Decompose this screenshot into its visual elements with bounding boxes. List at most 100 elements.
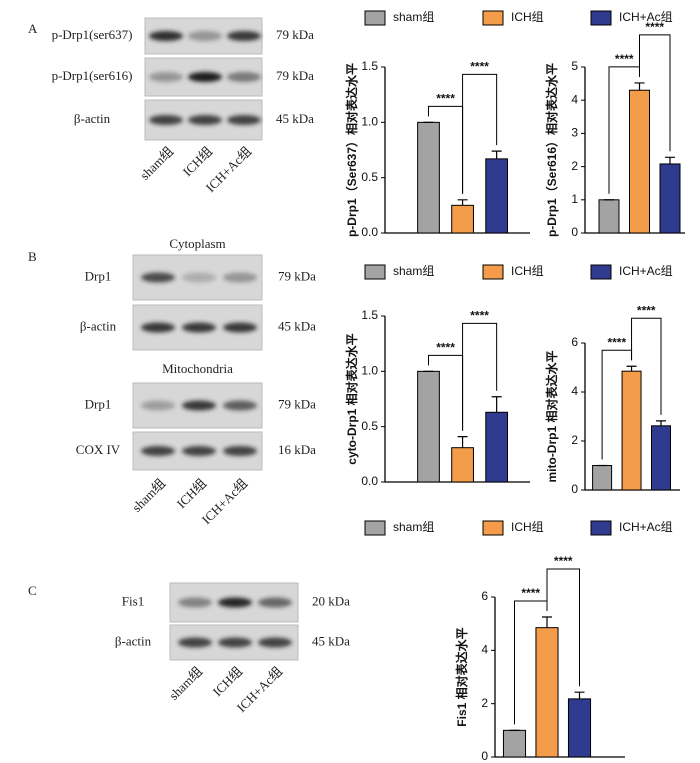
blot-band	[182, 272, 216, 283]
y-tick-label: 1.0	[361, 364, 378, 378]
legend-swatch	[482, 10, 504, 26]
legend-swatch	[482, 264, 504, 280]
blot-size-label: 79 kDa	[278, 268, 316, 283]
y-axis-title: cyto-Drp1 相对表达水平	[344, 333, 359, 464]
legend-label: sham组	[393, 10, 434, 24]
y-tick-label: 4	[571, 92, 578, 106]
lane-label: ICH+Ac组	[199, 476, 251, 528]
blot-band	[141, 272, 175, 283]
lane-label: ICH组	[174, 476, 210, 512]
blot-band	[258, 637, 292, 648]
error-bar	[457, 199, 468, 206]
legend-swatch	[590, 10, 612, 26]
bar	[567, 698, 592, 758]
y-tick-label: 6	[481, 589, 488, 603]
significance-bracket	[631, 317, 662, 415]
y-tick-label: 0.5	[361, 170, 378, 184]
error-bar	[574, 691, 585, 699]
panel-label: A	[28, 21, 38, 36]
blot-size-label: 20 kDa	[312, 593, 350, 608]
blot-size-label: 45 kDa	[278, 318, 316, 333]
legend-label: ICH+Ac组	[619, 10, 673, 24]
blot-band	[188, 72, 222, 82]
bar	[535, 627, 559, 758]
legend-swatch	[590, 264, 612, 280]
significance-bracket	[546, 568, 580, 687]
y-tick-label: 0	[571, 225, 578, 239]
bar	[451, 447, 474, 483]
y-tick-label: 0.0	[361, 225, 378, 239]
significance-bracket	[462, 73, 498, 194]
y-tick-label: 3	[571, 126, 578, 140]
legend-label: ICH+Ac组	[619, 520, 673, 534]
blot-band	[223, 400, 257, 411]
bar	[451, 204, 474, 234]
blot-band	[258, 597, 292, 608]
blot-row-label: Fis1	[122, 593, 144, 608]
blot-row-label: β-actin	[74, 111, 111, 126]
significance-label: ****	[615, 52, 634, 66]
bar	[417, 370, 440, 483]
lane-label: ICH组	[210, 664, 246, 700]
blot-group-title: Cytoplasm	[169, 236, 225, 251]
y-tick-label: 1	[571, 192, 578, 206]
error-bar	[491, 396, 502, 413]
blot-band	[182, 322, 216, 333]
blot-group-title: Mitochondria	[162, 361, 233, 376]
blot-band	[178, 597, 212, 608]
bar	[485, 158, 509, 234]
y-axis-title: p-Drp1（Ser637）相对表达水平	[344, 63, 359, 237]
legend-swatch	[590, 520, 612, 536]
legend-swatch	[482, 520, 504, 536]
blot-band	[227, 115, 261, 125]
legend-swatch	[364, 264, 386, 280]
y-tick-label: 1.5	[361, 59, 378, 73]
y-tick-label: 6	[571, 335, 578, 349]
bar	[592, 465, 613, 491]
lane-label: sham组	[137, 144, 176, 183]
significance-label: ****	[554, 554, 573, 568]
y-axis-title: mito-Drp1 相对表达水平	[544, 350, 559, 482]
y-axis-title: p-Drp1（Ser616）相对表达水平	[544, 63, 559, 237]
blot-row-label: Drp1	[85, 396, 112, 411]
blot-band	[227, 31, 261, 41]
blot-size-label: 79 kDa	[276, 27, 314, 42]
blot-band	[149, 72, 183, 82]
significance-label: ****	[637, 303, 656, 317]
blot-band	[188, 115, 222, 125]
blot-size-label: 45 kDa	[312, 633, 350, 648]
y-axis-title: Fis1 相对表达水平	[454, 627, 469, 726]
bar	[629, 89, 650, 234]
panel-label: C	[28, 583, 37, 598]
blot-row-label: Drp1	[85, 268, 112, 283]
error-bar	[491, 150, 502, 159]
blot-row-label: β-actin	[80, 318, 117, 333]
error-bar	[665, 156, 675, 164]
y-tick-label: 2	[571, 433, 578, 447]
y-tick-label: 0	[571, 482, 578, 496]
blot-size-label: 16 kDa	[278, 442, 316, 457]
significance-label: ****	[607, 335, 626, 349]
lane-label: ICH组	[180, 144, 216, 180]
blot-row-label: p-Drp1(ser616)	[52, 68, 133, 83]
significance-bracket	[462, 322, 498, 431]
legend-swatch	[364, 10, 386, 26]
significance-label: ****	[470, 60, 489, 74]
legend-label: ICH+Ac组	[619, 264, 673, 278]
blot-size-label: 79 kDa	[278, 396, 316, 411]
blot-band	[141, 400, 175, 411]
y-tick-label: 0	[481, 749, 488, 763]
blot-band	[223, 446, 257, 456]
blot-band	[223, 272, 257, 283]
blot-band	[223, 322, 257, 333]
legend-label: ICH组	[511, 520, 544, 534]
y-tick-label: 0.5	[361, 419, 378, 433]
blot-row-label: β-actin	[115, 633, 152, 648]
significance-label: ****	[645, 20, 664, 34]
blot-band	[188, 31, 222, 41]
blot-size-label: 45 kDa	[276, 111, 314, 126]
blot-size-label: 79 kDa	[276, 68, 314, 83]
blot-band	[218, 597, 252, 608]
blot-band	[182, 446, 216, 456]
